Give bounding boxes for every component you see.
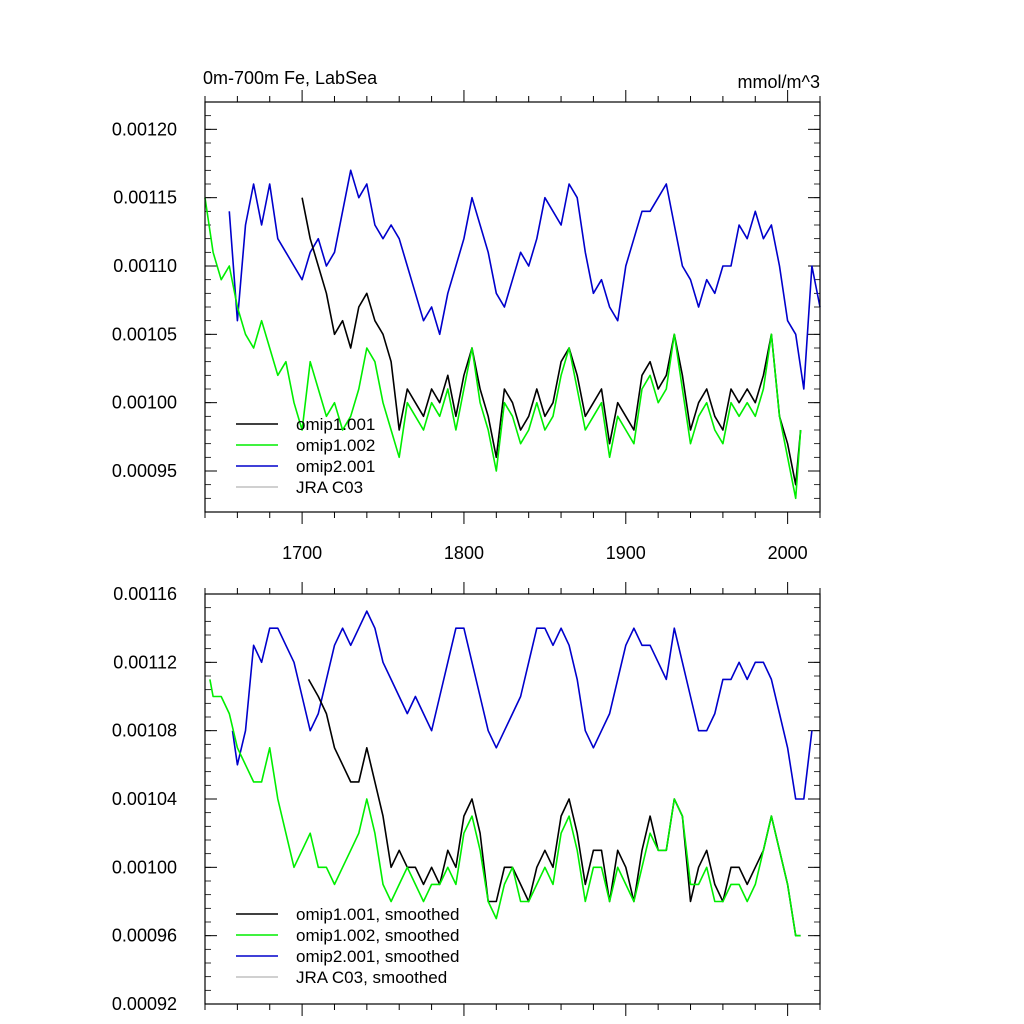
bottom-y-tick-label: 0.00096 — [112, 926, 177, 946]
top-chart-frame — [204, 101, 821, 513]
bottom-y-tick-label: 0.00112 — [113, 652, 177, 672]
top-x-tick-label: 1700 — [282, 543, 322, 563]
top-chart-legend: omip1.001 omip1.002 omip2.001 JRA C03 — [236, 415, 375, 497]
top-y-tick-label: 0.00110 — [113, 256, 177, 276]
top-chart-panel: 0m-700m Fe, LabSea mmol/m^3 0.00095 0.001… — [112, 68, 821, 563]
top-x-tick-label: 2000 — [768, 543, 808, 563]
bottom-y-tick-label: 0.00100 — [112, 857, 177, 877]
bottom-legend-label: omip1.002, smoothed — [296, 926, 460, 945]
top-y-tick-label: 0.00100 — [112, 393, 177, 413]
top-y-tick-label: 0.00105 — [112, 324, 177, 344]
top-legend-label: JRA C03 — [296, 478, 363, 497]
bottom-legend-label: omip1.001, smoothed — [296, 905, 460, 924]
top-legend-label: omip2.001 — [296, 457, 375, 476]
bottom-chart-legend: omip1.001, smoothed omip1.002, smoothed om… — [236, 905, 460, 987]
top-x-tick-label: 1800 — [444, 543, 484, 563]
bottom-series-omip2-001-smoothed-line — [231, 610, 813, 800]
top-series-omip2-001-line — [228, 169, 821, 390]
bottom-legend-label: JRA C03, smoothed — [296, 968, 447, 987]
top-y-tick-label: 0.00095 — [112, 461, 177, 481]
bottom-y-tick-label: 0.00108 — [112, 721, 177, 741]
top-chart-axes: 0.00095 0.00100 0.00105 0.00110 0.00115 0.001… — [112, 90, 821, 563]
bottom-series-omip1-001-smoothed-line — [307, 679, 801, 937]
top-y-tick-label: 0.00115 — [113, 188, 177, 208]
bottom-chart-axes: 0.00092 0.00096 0.00100 0.00104 0.00108 0.001… — [112, 582, 821, 1016]
top-series-omip1-002-line — [204, 197, 802, 500]
bottom-y-tick-label: 0.00092 — [112, 994, 177, 1014]
bottom-chart-frame — [204, 593, 821, 1005]
top-y-tick-label: 0.00120 — [112, 119, 177, 139]
top-chart-series-group — [204, 169, 821, 500]
bottom-chart-series-group — [209, 610, 813, 937]
top-series-omip1-001-line — [301, 197, 802, 486]
bottom-legend-label: omip2.001, smoothed — [296, 947, 460, 966]
bottom-y-tick-label: 0.00116 — [113, 584, 177, 604]
top-chart-title: 0m-700m Fe, LabSea — [203, 68, 378, 88]
top-legend-label: omip1.002 — [296, 436, 375, 455]
bottom-series-omip1-002-smoothed-line — [209, 679, 801, 937]
bottom-y-tick-label: 0.00104 — [112, 789, 177, 809]
top-x-tick-label: 1900 — [606, 543, 646, 563]
bottom-chart-panel: 0.00092 0.00096 0.00100 0.00104 0.00108 0.001… — [112, 582, 821, 1016]
top-chart-units: mmol/m^3 — [738, 72, 820, 92]
top-legend-label: omip1.001 — [296, 415, 375, 434]
